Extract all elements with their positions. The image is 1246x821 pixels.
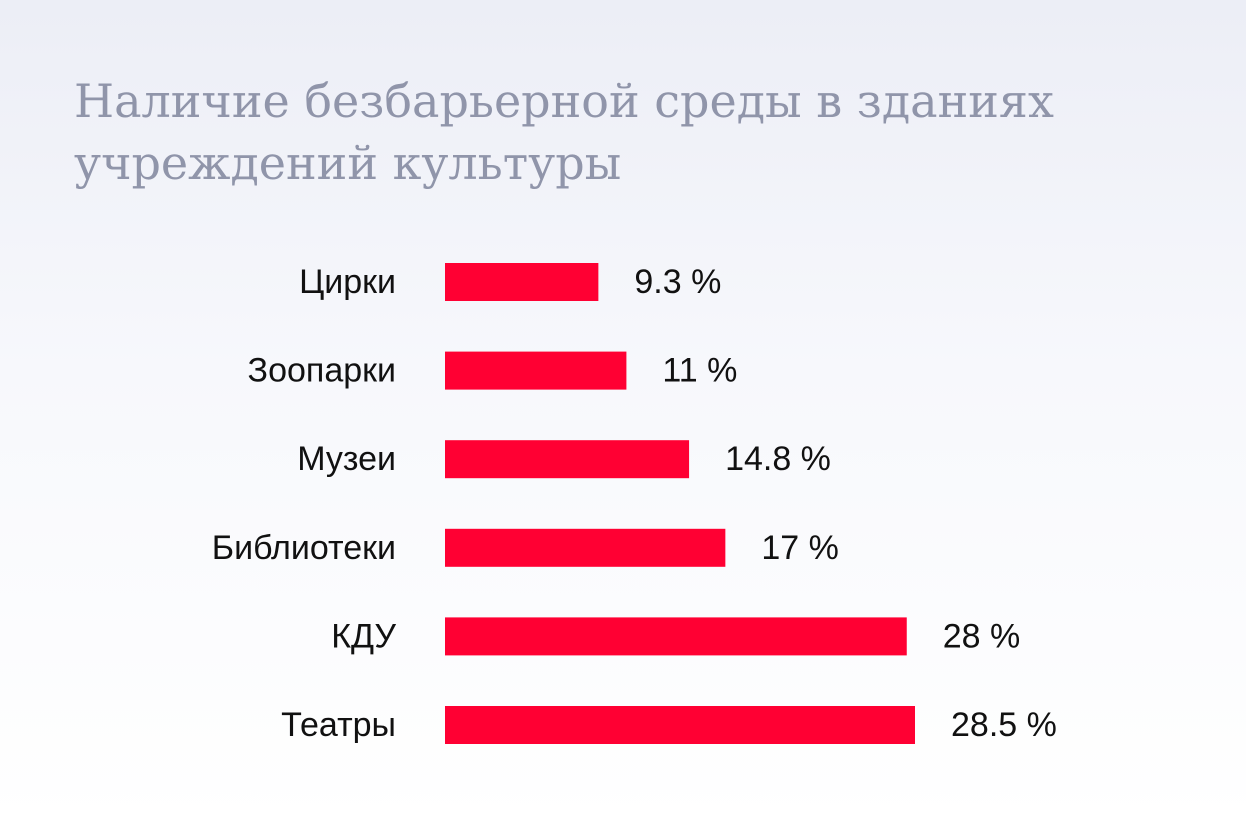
value-label: 9.3 % xyxy=(634,263,721,301)
bar xyxy=(445,440,690,479)
category-label: КДУ xyxy=(331,617,396,655)
value-label: 28 % xyxy=(943,617,1021,655)
category-label: Зоопарки xyxy=(248,352,396,390)
bar xyxy=(445,351,627,390)
category-label: Цирки xyxy=(299,263,396,301)
bar xyxy=(445,706,915,744)
value-label: 17 % xyxy=(761,529,839,567)
bar xyxy=(445,528,726,567)
category-label: Библиотеки xyxy=(212,529,396,567)
bar xyxy=(445,617,907,656)
category-label: Музеи xyxy=(297,440,396,478)
bar xyxy=(445,263,599,301)
value-label: 28.5 % xyxy=(951,706,1057,744)
value-label: 11 % xyxy=(662,352,737,390)
category-label: Театры xyxy=(281,706,396,744)
value-label: 14.8 % xyxy=(725,440,831,478)
chart-title: Наличие безбарьерной среды в зданиях учр… xyxy=(74,74,1054,190)
